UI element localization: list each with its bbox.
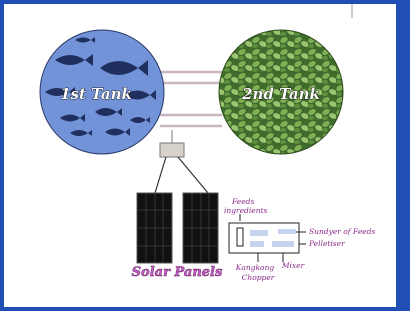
tank-1: 1st Tank [40,30,164,154]
tank-2: 2nd Tank [219,30,343,154]
mixer-label: Mixer [281,261,305,270]
pelletiser-label: Pelletiser [308,239,345,248]
feeds-line: ingredients [224,206,268,215]
junction-box [160,143,184,157]
tank-2-label: 2nd Tank [241,85,320,103]
chopper-line: Chopper [242,273,275,282]
chopper-line: Kangkong [235,263,275,272]
diagram: 1st Tank 2nd Tank Solar Panels [0,0,410,311]
feeds-line: Feeds [231,197,254,206]
solar-label: Solar Panels [132,265,223,280]
tank-1-label: 1st Tank [60,85,132,103]
sundyer-label: Sundyer of Feeds [309,227,375,236]
